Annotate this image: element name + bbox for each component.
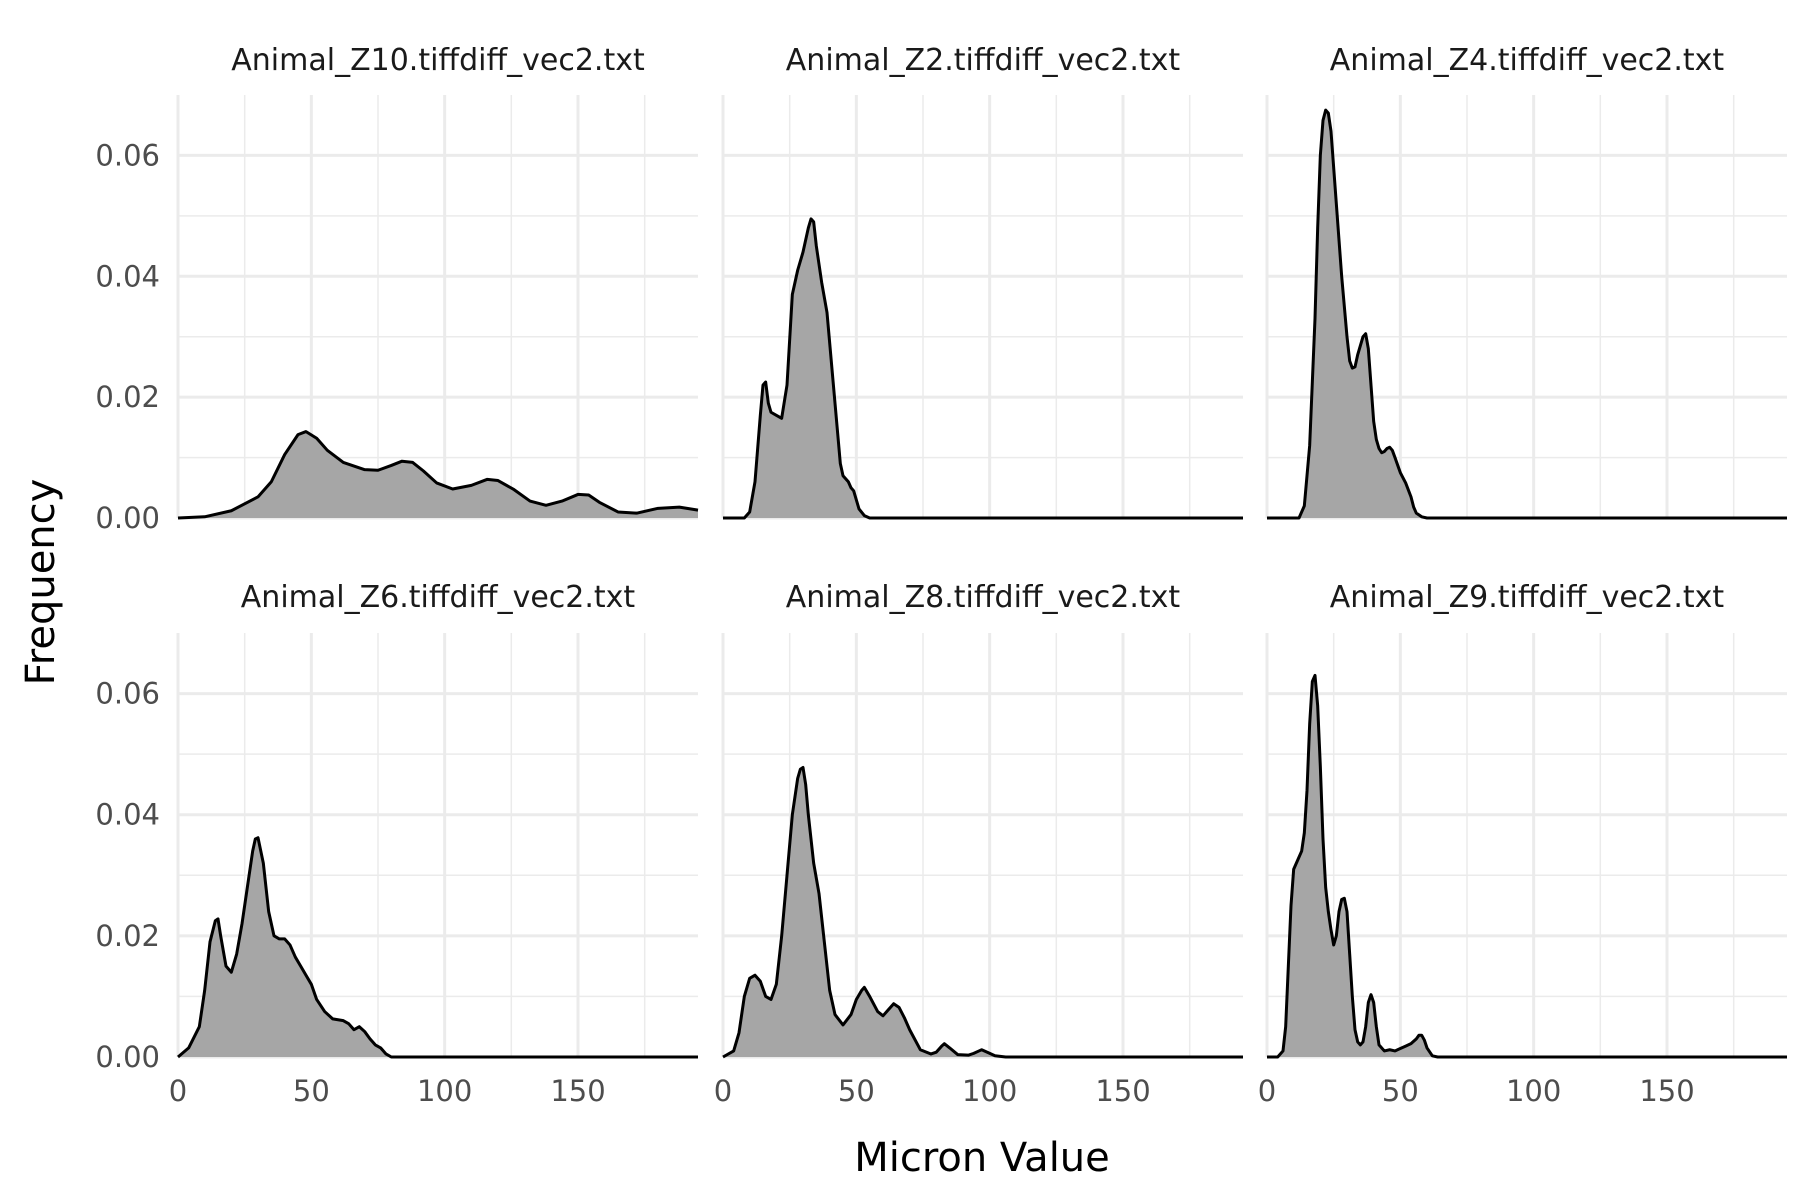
facet-panel-6: Animal_Z9.tiffdiff_vec2.txt 0 50 100 150 bbox=[1258, 580, 1787, 1108]
x-tick-label: 150 bbox=[550, 1074, 605, 1108]
y-tick-label: 0.02 bbox=[95, 380, 160, 414]
density-area bbox=[1267, 110, 1787, 519]
facet-panel-1: Animal_Z10.tiffdiff_vec2.txt 0.00 0.02 0.04… bbox=[95, 43, 699, 535]
x-tick-label: 0 bbox=[1258, 1074, 1276, 1108]
x-axis-title: Micron Value bbox=[854, 1135, 1110, 1181]
density-area bbox=[178, 431, 698, 518]
y-tick-label: 0.00 bbox=[95, 1040, 160, 1074]
facet-title: Animal_Z4.tiffdiff_vec2.txt bbox=[1330, 43, 1725, 78]
x-tick-label: 50 bbox=[293, 1074, 330, 1108]
density-line bbox=[177, 430, 699, 520]
x-tick-label: 50 bbox=[838, 1074, 875, 1108]
facet-panels: Animal_Z10.tiffdiff_vec2.txt 0.00 0.02 0.04… bbox=[95, 43, 1787, 1108]
x-tick-label: 100 bbox=[1506, 1074, 1561, 1108]
density-line bbox=[1267, 108, 1787, 520]
facet-title: Animal_Z6.tiffdiff_vec2.txt bbox=[241, 580, 636, 615]
density-line bbox=[723, 217, 1243, 520]
facet-panel-4: Animal_Z6.tiffdiff_vec2.txt 0.00 0.02 0.04 0… bbox=[95, 580, 698, 1108]
y-tick-label: 0.06 bbox=[95, 677, 160, 711]
facet-title: Animal_Z2.tiffdiff_vec2.txt bbox=[786, 43, 1181, 78]
facet-panel-3: Animal_Z4.tiffdiff_vec2.txt bbox=[1265, 43, 1787, 520]
density-line bbox=[1267, 673, 1787, 1059]
y-tick-label: 0.00 bbox=[95, 501, 160, 535]
density-area bbox=[723, 767, 1243, 1057]
x-tick-label: 0 bbox=[169, 1074, 187, 1108]
density-area bbox=[178, 837, 698, 1057]
x-tick-label: 100 bbox=[417, 1074, 472, 1108]
density-line bbox=[722, 765, 1243, 1059]
x-tick-label: 150 bbox=[1095, 1074, 1150, 1108]
density-area bbox=[1267, 675, 1787, 1057]
y-tick-label: 0.02 bbox=[95, 919, 160, 953]
x-tick-label: 50 bbox=[1382, 1074, 1419, 1108]
density-line bbox=[177, 836, 698, 1059]
y-tick-label: 0.06 bbox=[95, 138, 160, 172]
y-tick-label: 0.04 bbox=[95, 259, 160, 293]
facet-panel-2: Animal_Z2.tiffdiff_vec2.txt bbox=[721, 43, 1243, 520]
x-tick-label: 150 bbox=[1639, 1074, 1694, 1108]
facet-title: Animal_Z9.tiffdiff_vec2.txt bbox=[1330, 580, 1725, 615]
facet-title: Animal_Z8.tiffdiff_vec2.txt bbox=[786, 580, 1181, 615]
facet-panel-5: Animal_Z8.tiffdiff_vec2.txt 0 50 100 150 bbox=[714, 580, 1243, 1108]
y-axis-title: Frequency bbox=[18, 479, 64, 686]
x-tick-label: 0 bbox=[714, 1074, 732, 1108]
y-tick-label: 0.04 bbox=[95, 798, 160, 832]
x-tick-label: 100 bbox=[962, 1074, 1017, 1108]
density-area bbox=[723, 218, 1243, 518]
facet-title: Animal_Z10.tiffdiff_vec2.txt bbox=[231, 43, 645, 78]
